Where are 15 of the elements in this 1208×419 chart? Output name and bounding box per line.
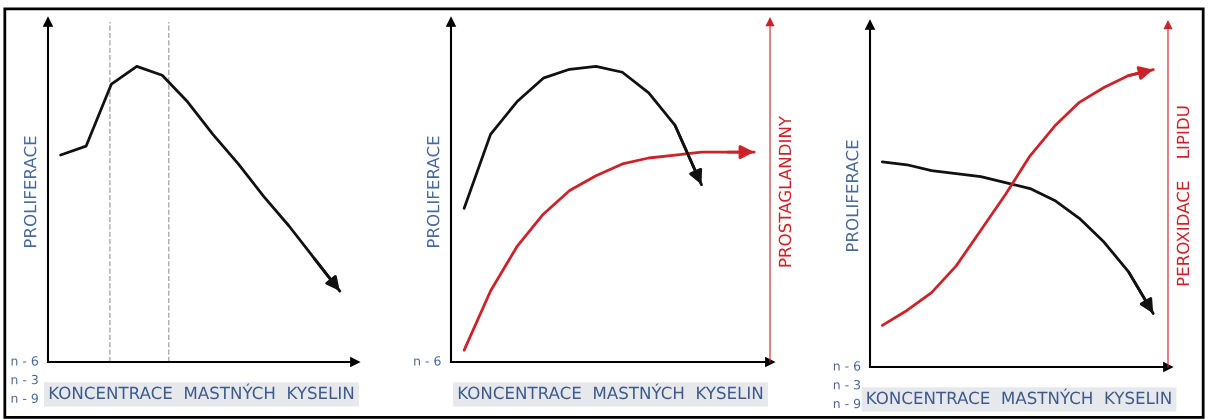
y2-axis-title: PEROXIDACE LIPIDU	[1176, 106, 1190, 286]
text: n - 6	[833, 361, 861, 371]
y-axis-title: PROLIFERACE	[426, 136, 440, 247]
y-axis-title: PROLIFERACE	[23, 136, 37, 247]
y2-axis-title: PROSTAGLANDINY	[778, 115, 792, 267]
text: n - 6	[414, 356, 441, 366]
text: n - 9	[11, 393, 38, 404]
x-axis-title: KONCENTRACE MASTNÝCH KYSELIN	[458, 383, 763, 400]
x-axis-title: KONCENTRACE MASTNÝCH KYSELIN	[867, 388, 1171, 405]
x-axis-title: KONCENTRACE MASTNÝCH KYSELIN	[49, 383, 354, 400]
text: n - 9	[833, 398, 861, 409]
text: n - 3	[11, 374, 38, 385]
text: n - 6	[11, 356, 39, 366]
y-axis-title: PROLIFERACE	[845, 140, 859, 251]
text: n - 3	[833, 379, 861, 390]
